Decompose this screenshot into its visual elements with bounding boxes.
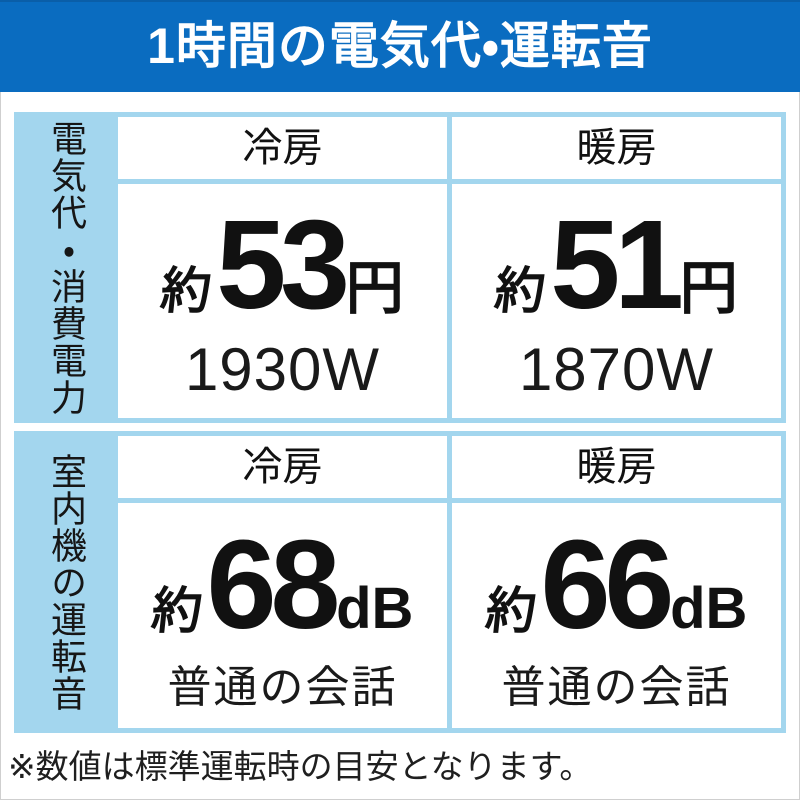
cooling-noise-comparison: 普通の会話 (167, 662, 398, 712)
heating-column-header: 暖房 (452, 436, 781, 498)
heating-noise-value: 約 66 dB (482, 513, 748, 655)
electricity-section-label: 電気代・消費電力 (19, 117, 113, 418)
cooling-noise-cell: 約 68 dB 普通の会話 (118, 503, 447, 728)
cooling-cost-cell: 約 53 円 1930W (118, 184, 447, 418)
heating-header-label: 暖房 (576, 126, 657, 170)
heating-header-label: 暖房 (576, 445, 657, 489)
yen-unit: 円 (345, 256, 404, 321)
cooling-cost-value: 約 53 円 (158, 194, 404, 335)
db-unit: dB (670, 575, 748, 641)
approx-prefix: 約 (148, 582, 205, 639)
section-electricity-cost: 電気代・消費電力 冷房 暖房 約 53 円 1930W 約 51 円 1870W (14, 112, 786, 423)
heating-cost-value: 約 51 円 (492, 194, 738, 335)
heating-column-header: 暖房 (452, 117, 781, 179)
title-bar: 1時間の電気代・運転音 (0, 0, 800, 92)
heating-cost-cell: 約 51 円 1870W (452, 184, 781, 418)
cooling-column-header: 冷房 (118, 436, 447, 498)
cooling-noise-number: 68 (206, 513, 341, 655)
spec-tables: 電気代・消費電力 冷房 暖房 約 53 円 1930W 約 51 円 1870W (14, 112, 786, 733)
approx-prefix: 約 (158, 263, 215, 319)
heating-noise-cell: 約 66 dB 普通の会話 (452, 503, 781, 728)
cooling-header-label: 冷房 (242, 445, 323, 489)
footnote: ※数値は標準運転時の目安となります。 (8, 748, 593, 785)
electricity-section-label-text: 電気代・消費電力 (46, 119, 87, 416)
section-operating-noise: 室内機の運転音 冷房 暖房 約 68 dB 普通の会話 約 66 dB 普通の会… (14, 431, 786, 733)
yen-unit: 円 (679, 256, 738, 321)
heating-power-consumption: 1870W (518, 336, 715, 403)
heating-noise-number: 66 (540, 513, 675, 655)
noise-section-label: 室内機の運転音 (19, 436, 113, 728)
approx-prefix: 約 (482, 582, 539, 639)
approx-prefix: 約 (492, 263, 549, 319)
cooling-noise-value: 約 68 dB (148, 513, 414, 655)
cooling-cost-number: 53 (216, 194, 350, 335)
page-title: 1時間の電気代・運転音 (147, 18, 653, 74)
noise-section-label-text: 室内機の運転音 (46, 452, 87, 712)
heating-cost-number: 51 (550, 194, 684, 335)
cooling-column-header: 冷房 (118, 117, 447, 179)
heating-noise-comparison: 普通の会話 (501, 662, 732, 712)
cooling-power-consumption: 1930W (184, 336, 381, 403)
cooling-header-label: 冷房 (242, 126, 323, 170)
db-unit: dB (336, 575, 414, 641)
